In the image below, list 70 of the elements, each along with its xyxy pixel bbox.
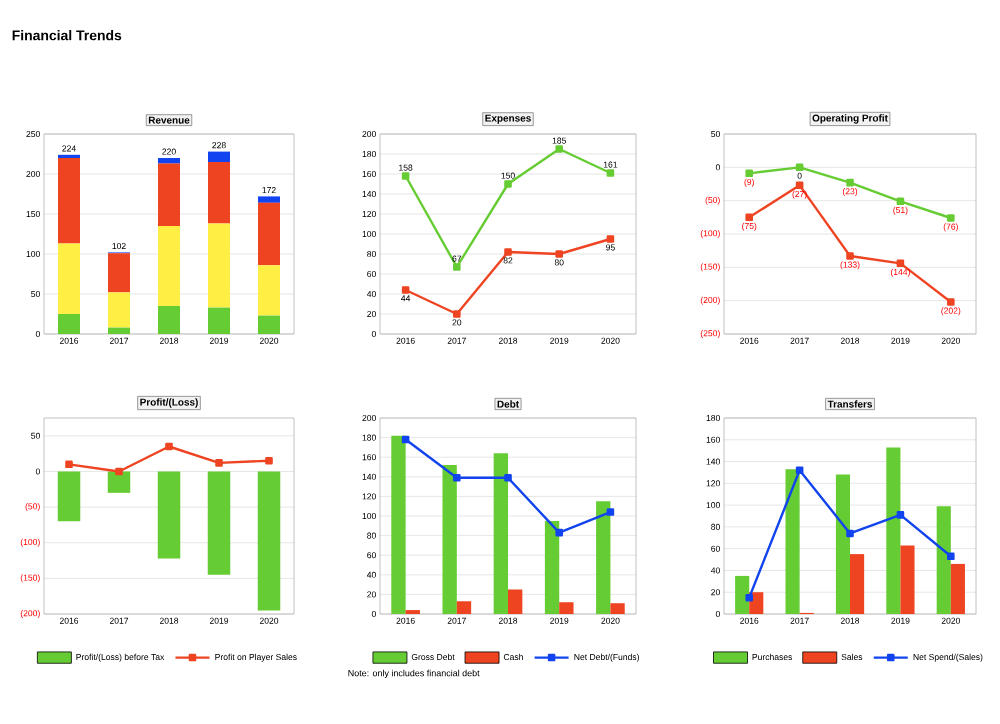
bar [785, 469, 800, 614]
bar [456, 601, 472, 614]
bar [258, 265, 281, 316]
point [896, 511, 905, 519]
point [846, 178, 854, 187]
bar [108, 292, 131, 328]
point [846, 529, 854, 538]
bar [610, 603, 625, 614]
point [555, 250, 564, 258]
point [504, 248, 512, 256]
bar [208, 151, 231, 162]
bar [559, 602, 574, 614]
bar [208, 223, 231, 308]
bar [442, 465, 457, 614]
point [947, 552, 955, 561]
point [745, 213, 754, 222]
bar [108, 253, 131, 293]
bar [58, 313, 81, 334]
point [896, 197, 905, 206]
bar [900, 545, 915, 614]
point [745, 593, 754, 602]
bar [258, 202, 281, 266]
bar [158, 225, 181, 306]
point [606, 235, 615, 243]
point [453, 473, 461, 482]
bar [886, 447, 901, 614]
bar [391, 435, 406, 614]
point [504, 180, 512, 188]
point [795, 466, 804, 475]
point [265, 456, 273, 465]
bar [108, 327, 131, 334]
bar [58, 158, 81, 244]
point [215, 459, 223, 467]
bar [850, 554, 865, 614]
bar [936, 506, 951, 614]
point [165, 442, 173, 451]
bar [493, 453, 509, 614]
bar [258, 196, 281, 203]
point [745, 169, 754, 178]
point [555, 528, 564, 537]
bar [158, 158, 181, 164]
point [795, 163, 804, 172]
point [795, 181, 804, 190]
point [947, 298, 955, 306]
point [606, 508, 615, 516]
bar [258, 315, 281, 334]
bar [158, 163, 181, 226]
bar [208, 162, 231, 224]
bar [544, 520, 560, 614]
bar [835, 474, 851, 614]
bar [508, 589, 523, 614]
bar [735, 575, 750, 614]
point [401, 172, 410, 180]
point [896, 259, 905, 268]
bar [58, 243, 81, 314]
bar [208, 307, 231, 334]
bar [596, 501, 611, 614]
point [401, 286, 410, 294]
bar [950, 563, 965, 614]
point [947, 214, 955, 222]
point [606, 169, 615, 177]
point [401, 435, 410, 444]
point [504, 473, 512, 482]
point [555, 145, 564, 153]
bar [158, 305, 181, 334]
point [453, 263, 461, 271]
point [846, 252, 854, 260]
point [65, 460, 73, 469]
point [115, 467, 123, 476]
point [453, 310, 461, 318]
